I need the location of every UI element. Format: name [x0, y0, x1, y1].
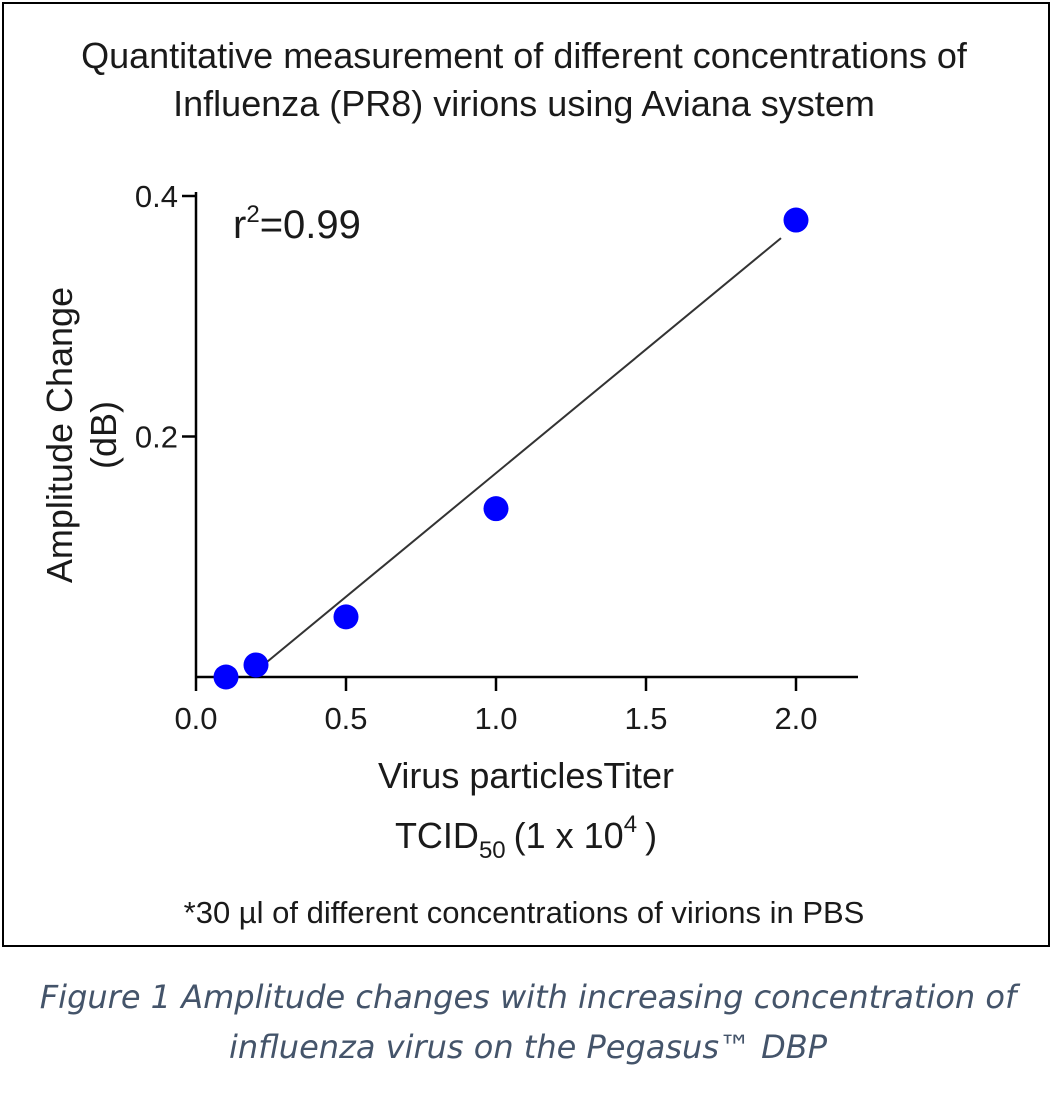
data-point	[333, 604, 359, 630]
annotation-r-squared: r2=0.99	[233, 201, 361, 247]
fit-line	[255, 237, 782, 672]
chart-axes	[194, 192, 858, 679]
chart-title-line1: Quantitative measurement of different co…	[81, 35, 967, 76]
caption-line2: influenza virus on the Pegasus™ DBP	[228, 1028, 828, 1066]
x-tick-label: 1.5	[624, 701, 667, 736]
data-point	[483, 496, 509, 522]
data-point	[783, 207, 809, 233]
x-axis-label-line2: TCID50 (1 x 104)	[395, 811, 657, 864]
annotation-rest: =0.99	[260, 203, 361, 247]
figure-caption: Figure 1 Amplitude changes with increasi…	[0, 972, 1056, 1072]
footnote: *30 µl of different concentrations of vi…	[183, 895, 865, 930]
x-axis-label-mid: (1 x 10	[514, 815, 624, 856]
x-axis-label-line1: Virus particlesTiter	[378, 755, 674, 796]
y-axis-label-line1: Amplitude Change	[39, 287, 80, 583]
x-axis-label-prefix: TCID	[395, 815, 479, 856]
x-axis-label-sup: 4	[624, 811, 637, 838]
data-point	[213, 664, 239, 690]
data-point	[243, 652, 269, 678]
x-axis-label-sub: 50	[479, 837, 506, 864]
caption-line1: Figure 1 Amplitude changes with increasi…	[39, 978, 1017, 1016]
y-tick-label: 0.2	[135, 420, 178, 455]
x-tick-label: 0.5	[324, 701, 367, 736]
y-tick-label: 0.4	[135, 179, 178, 214]
x-axis-label-suffix: )	[645, 815, 657, 856]
x-tick-label: 2.0	[774, 701, 817, 736]
chart-title-line2: Influenza (PR8) virions using Aviana sys…	[173, 83, 875, 124]
x-tick-label: 0.0	[174, 701, 217, 736]
chart-marks	[213, 207, 809, 690]
annotation-base: r	[233, 203, 246, 247]
y-axis-label: Amplitude Change (dB)	[39, 287, 124, 583]
figure-frame	[2, 2, 1050, 947]
chart-title: Quantitative measurement of different co…	[10, 32, 1038, 128]
annotation-sup: 2	[246, 201, 259, 228]
chart-ticks: 0.0 0.5 1.0 1.5 2.0 0.2 0.4	[135, 179, 818, 736]
x-tick-label: 1.0	[474, 701, 517, 736]
y-axis-label-line2: (dB)	[83, 401, 124, 469]
